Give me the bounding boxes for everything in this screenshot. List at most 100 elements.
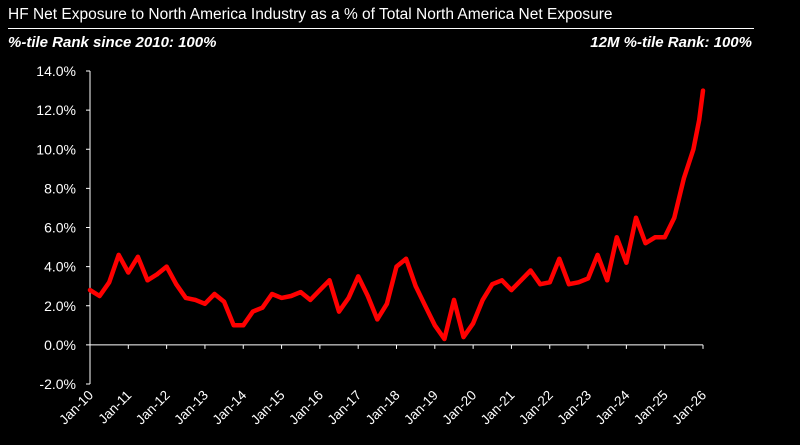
data-point [691, 147, 696, 152]
x-tick-label: Jan-15 [248, 388, 288, 428]
y-tick-label: 8.0% [44, 180, 76, 196]
data-point [116, 252, 121, 257]
data-point [557, 256, 562, 261]
chart-series [87, 88, 706, 342]
data-point [241, 323, 246, 328]
x-tick-label: Jan-26 [669, 388, 709, 428]
data-point [643, 241, 648, 246]
data-point [423, 303, 428, 308]
data-point [547, 280, 552, 285]
data-point [375, 317, 380, 322]
data-point [164, 264, 169, 269]
data-point [624, 260, 629, 265]
data-point [298, 290, 303, 295]
data-point [317, 288, 322, 293]
data-point [662, 235, 667, 240]
y-tick-label: 2.0% [44, 298, 76, 314]
data-point [356, 274, 361, 279]
data-point [337, 309, 342, 314]
data-point [586, 276, 591, 281]
x-tick-label: Jan-24 [593, 387, 633, 427]
data-point [346, 295, 351, 300]
data-point [509, 288, 514, 293]
data-point [155, 272, 160, 277]
x-tick-label: Jan-21 [478, 388, 518, 428]
x-tick-label: Jan-19 [401, 388, 441, 428]
data-point [202, 301, 207, 306]
data-point [279, 295, 284, 300]
percentile-rank-12m: 12M %-tile Rank: 100% [590, 34, 752, 51]
data-point [499, 278, 504, 283]
x-tick-label: Jan-18 [363, 388, 403, 428]
data-point [250, 309, 255, 314]
data-point [528, 268, 533, 273]
percentile-rank-since-2010: %-tile Rank since 2010: 100% [8, 34, 217, 51]
data-point [451, 297, 456, 302]
y-tick-label: 0.0% [44, 337, 76, 353]
data-point [681, 176, 686, 181]
data-point [327, 278, 332, 283]
data-point [404, 256, 409, 261]
y-tick-label: -2.0% [39, 376, 76, 392]
data-point [145, 278, 150, 283]
data-point [672, 215, 677, 220]
data-point [413, 284, 418, 289]
title-divider [8, 28, 754, 29]
data-point [174, 282, 179, 287]
y-tick-label: 6.0% [44, 220, 76, 236]
x-tick-label: Jan-10 [56, 388, 96, 428]
chart-axes [89, 71, 703, 384]
data-point [107, 280, 112, 285]
data-point [471, 321, 476, 326]
data-point [269, 292, 274, 297]
x-tick-label: Jan-13 [171, 388, 211, 428]
y-tick-label: 10.0% [36, 141, 76, 157]
x-axis-ticks: Jan-10 Jan-11Jan-12Jan-13Jan-14Jan-15Jan-… [56, 344, 709, 428]
data-point [653, 235, 658, 240]
data-point [490, 282, 495, 287]
data-point [595, 252, 600, 257]
x-tick-label: Jan-25 [631, 388, 671, 428]
data-point [289, 293, 294, 298]
x-tick-label: Jan-20 [439, 388, 479, 428]
y-tick-label: 4.0% [44, 259, 76, 275]
data-point [566, 282, 571, 287]
data-point [193, 297, 198, 302]
data-point [394, 264, 399, 269]
data-point [308, 297, 313, 302]
data-point [97, 293, 102, 298]
x-tick-label: Jan-23 [554, 388, 594, 428]
data-point [697, 117, 702, 122]
data-point [260, 305, 265, 310]
data-point [183, 295, 188, 300]
x-tick-label: Jan-22 [516, 388, 556, 428]
data-point [576, 280, 581, 285]
data-point [461, 335, 466, 340]
x-tick-label: Jan-14 [210, 387, 250, 427]
chart-title: HF Net Exposure to North America Industr… [8, 6, 613, 23]
data-point [126, 270, 131, 275]
data-point [212, 292, 217, 297]
data-point [442, 337, 447, 342]
data-point [538, 282, 543, 287]
data-point [605, 278, 610, 283]
data-point [701, 88, 705, 93]
data-point [88, 288, 92, 293]
data-point [432, 323, 437, 328]
x-tick-label: Jan-17 [325, 388, 365, 428]
data-point [480, 297, 485, 302]
series-line [87, 88, 706, 342]
y-tick-label: 14.0% [36, 63, 76, 79]
data-point [384, 301, 389, 306]
x-tick-label: Jan-11 [95, 388, 134, 427]
data-point [633, 215, 638, 220]
data-point [614, 235, 619, 240]
data-point [519, 278, 524, 283]
y-tick-label: 12.0% [36, 102, 76, 118]
data-point [365, 293, 370, 298]
data-point [231, 323, 236, 328]
x-tick-label: Jan-16 [286, 388, 326, 428]
x-tick-label: Jan-12 [133, 388, 173, 428]
data-point [222, 299, 227, 304]
